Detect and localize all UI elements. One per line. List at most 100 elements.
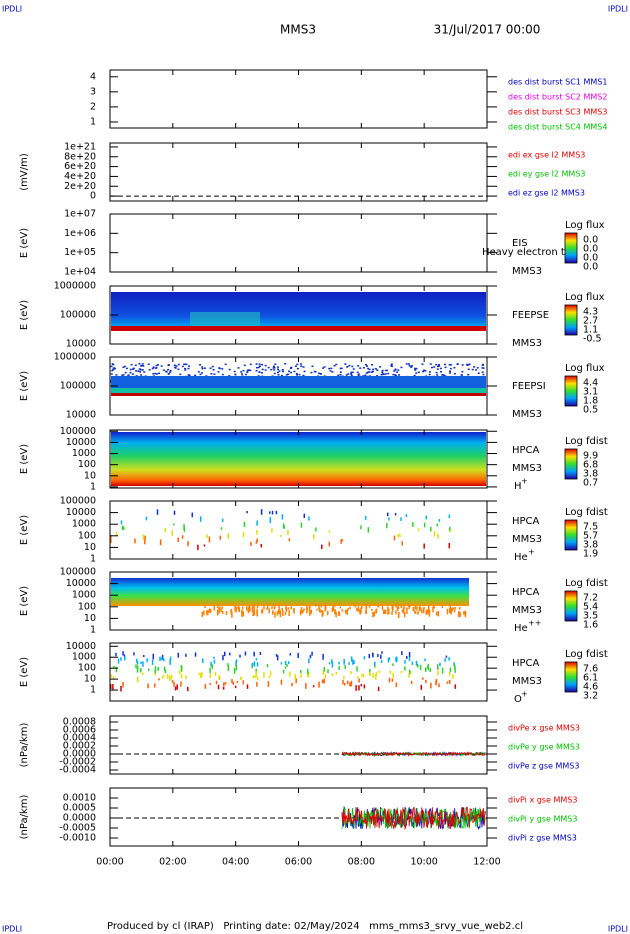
speck bbox=[125, 367, 128, 370]
speck bbox=[256, 538, 258, 543]
speck bbox=[207, 609, 209, 615]
band bbox=[111, 326, 486, 331]
speck bbox=[419, 607, 422, 611]
speck bbox=[349, 373, 352, 375]
corner-label: IPDLI bbox=[608, 5, 628, 14]
speck bbox=[436, 368, 439, 370]
spacecraft-label: MMS3 bbox=[512, 409, 542, 420]
speck bbox=[294, 673, 296, 680]
speck bbox=[318, 604, 320, 610]
speck bbox=[376, 375, 379, 377]
speck bbox=[454, 684, 457, 689]
speck bbox=[291, 682, 293, 687]
speck bbox=[363, 684, 366, 689]
y-axis-label: E (eV) bbox=[19, 515, 30, 545]
speck bbox=[308, 516, 310, 521]
speck bbox=[274, 611, 276, 618]
annotation: Heavy electron to bbox=[482, 247, 571, 258]
speck bbox=[365, 611, 367, 614]
speck bbox=[436, 374, 439, 376]
speck bbox=[448, 607, 451, 614]
y-tick-label: 1 bbox=[90, 685, 96, 696]
speck bbox=[246, 684, 249, 689]
speck bbox=[169, 656, 172, 662]
speck bbox=[331, 661, 334, 668]
speck bbox=[167, 368, 170, 371]
speck bbox=[417, 371, 420, 373]
speck bbox=[221, 368, 224, 370]
speck bbox=[134, 364, 137, 367]
speck bbox=[136, 676, 139, 683]
speck bbox=[358, 678, 360, 683]
speck bbox=[381, 371, 384, 373]
speck bbox=[255, 369, 258, 372]
speck bbox=[315, 527, 317, 532]
speck bbox=[365, 604, 368, 609]
speck bbox=[368, 604, 371, 608]
speck bbox=[280, 679, 283, 685]
speck bbox=[159, 656, 161, 662]
speck bbox=[309, 655, 312, 659]
speck bbox=[227, 533, 230, 539]
speck bbox=[282, 669, 285, 674]
speck bbox=[450, 610, 452, 614]
speck bbox=[388, 677, 391, 683]
speck bbox=[448, 680, 451, 683]
speck bbox=[323, 678, 325, 684]
speck bbox=[225, 611, 228, 615]
y-tick-label: 1000 bbox=[72, 519, 96, 530]
speck bbox=[377, 604, 380, 608]
speck bbox=[152, 373, 155, 375]
speck bbox=[324, 606, 327, 612]
speck bbox=[401, 651, 403, 656]
speck bbox=[387, 606, 389, 612]
colorbar-tick-label: -0.5 bbox=[583, 334, 602, 345]
colorbar-title: Log fdist bbox=[565, 649, 608, 660]
corner-label: IPDLI bbox=[2, 925, 22, 934]
speck bbox=[276, 655, 279, 661]
speck bbox=[110, 674, 113, 678]
speck bbox=[331, 659, 333, 664]
speck bbox=[318, 681, 320, 688]
x-tick-label: 00:00 bbox=[96, 857, 123, 868]
speck bbox=[249, 369, 252, 372]
speck bbox=[151, 367, 154, 370]
speck bbox=[162, 674, 165, 678]
speck bbox=[241, 611, 243, 617]
y-tick-label: 1000000 bbox=[54, 352, 96, 363]
speck bbox=[314, 604, 317, 607]
speck bbox=[372, 672, 374, 679]
speck bbox=[429, 363, 432, 365]
y-tick-label: 2e+20 bbox=[64, 181, 96, 192]
speck bbox=[143, 655, 145, 658]
speck bbox=[199, 363, 202, 366]
speck bbox=[433, 366, 436, 368]
speck bbox=[400, 671, 403, 674]
speck bbox=[362, 367, 365, 369]
speck bbox=[210, 373, 213, 375]
speck bbox=[268, 675, 271, 679]
speck bbox=[335, 611, 337, 618]
speck bbox=[228, 375, 231, 377]
speck bbox=[154, 673, 156, 676]
speck bbox=[356, 666, 358, 672]
y-tick-label: 1000 bbox=[72, 590, 96, 601]
speck bbox=[221, 518, 224, 523]
speck bbox=[208, 536, 211, 543]
speck bbox=[227, 666, 230, 670]
charge-label: ++ bbox=[528, 619, 541, 628]
speck bbox=[227, 663, 229, 667]
speck bbox=[369, 672, 371, 677]
speck bbox=[371, 608, 373, 612]
speck bbox=[160, 365, 163, 367]
speck bbox=[217, 371, 220, 373]
speck bbox=[482, 363, 485, 366]
speck bbox=[306, 668, 309, 675]
speck bbox=[235, 607, 237, 613]
speck bbox=[136, 667, 139, 673]
y-tick-label: 100000 bbox=[60, 310, 96, 321]
legend-label: des dist burst SC3 MMS3 bbox=[508, 108, 607, 117]
speck bbox=[143, 371, 146, 373]
speck bbox=[307, 673, 309, 678]
speck bbox=[112, 684, 114, 690]
